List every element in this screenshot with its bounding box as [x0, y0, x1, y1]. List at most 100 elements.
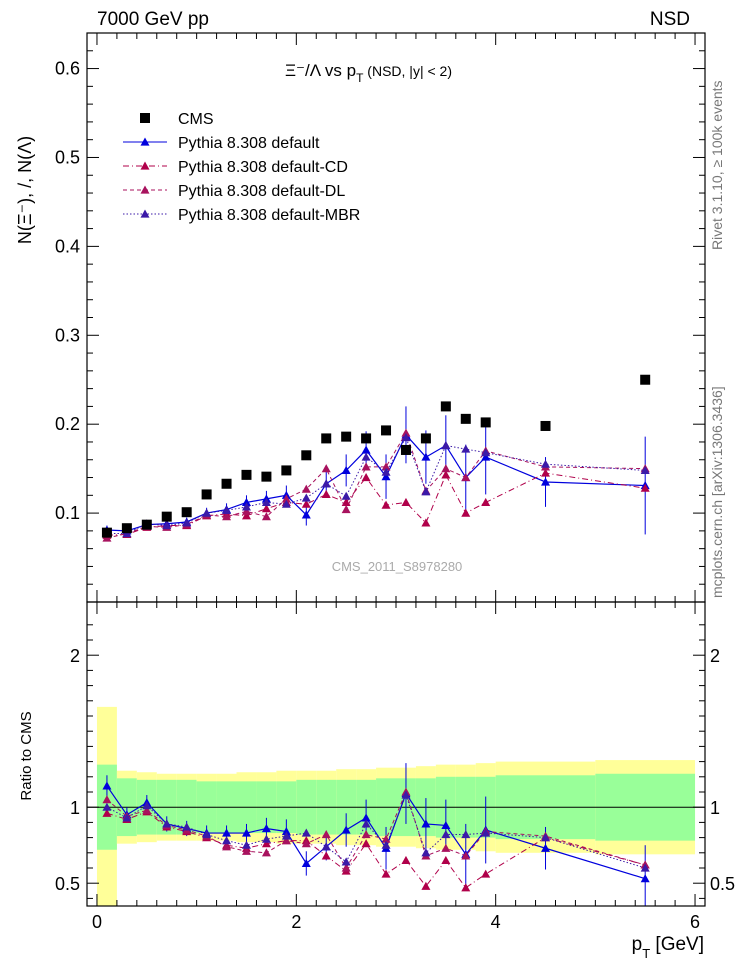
ratio-default-point — [241, 828, 251, 837]
title-subscript: T — [356, 71, 364, 85]
mcplots-label: mcplots.cern.ch [arXiv:1306.3436] — [709, 386, 725, 598]
legend-label-mbr: Pythia 8.308 default-MBR — [178, 207, 360, 224]
header-left-text: 7000 GeV pp — [97, 9, 209, 30]
main-dl-point — [241, 506, 251, 515]
main-dl-point — [361, 462, 371, 471]
main-dl-point — [341, 505, 351, 514]
x-axis-label: pT [GeV] — [632, 934, 704, 961]
ratio-mbr-point — [122, 813, 132, 822]
x-tick-label: 0 — [92, 912, 102, 932]
main-cms-point — [301, 450, 312, 461]
ratio-y-axis-label: Ratio to CMS — [18, 711, 35, 800]
main-cd-point — [461, 508, 471, 517]
ratio-mbr-point — [381, 840, 391, 849]
header-right-text: NSD — [650, 9, 690, 30]
main-mbr-line — [106, 436, 646, 535]
ratio-default-point — [541, 843, 551, 852]
main-y-tick-label: 0.6 — [55, 59, 80, 79]
main-cms-point — [540, 420, 551, 431]
ratio-cd-point — [461, 883, 471, 892]
main-default-point — [361, 445, 371, 454]
main-default-point — [541, 477, 551, 486]
main-cms-point — [341, 431, 352, 442]
ratio-dl-point — [241, 846, 251, 855]
main-cms-point — [121, 523, 132, 534]
main-cd-point — [441, 470, 451, 479]
main-default-point — [381, 472, 391, 481]
ratio-mbr-point — [321, 842, 331, 851]
ratio-y-tick-label-left: 2 — [70, 646, 80, 666]
main-mbr-point — [421, 487, 431, 496]
legend-marker-cms — [140, 113, 150, 123]
analysis-watermark: CMS_2011_S8978280 — [332, 559, 463, 574]
ratio-cd-point — [261, 839, 271, 848]
legend-marker-dl — [140, 185, 150, 194]
main-mbr-point — [640, 465, 650, 475]
ratio-default-point — [222, 828, 232, 837]
ratio-mbr-point — [281, 831, 291, 840]
x-label-main: p — [632, 934, 643, 955]
main-mbr-point — [381, 467, 391, 476]
main-mbr-point — [202, 508, 212, 517]
ratio-cd-line — [106, 811, 646, 889]
main-dl-line — [106, 431, 646, 539]
main-mbr-point — [241, 502, 251, 511]
ratio-dl-point — [142, 805, 152, 814]
ratio-mbr-point — [102, 802, 112, 811]
main-cd-point — [321, 489, 331, 499]
legend-label-cms: CMS — [178, 111, 214, 128]
main-cms-point — [321, 433, 332, 444]
main-default-point — [301, 510, 311, 519]
ratio-mbr-point — [162, 819, 172, 828]
ratio-mbr-point — [541, 833, 551, 842]
ratio-cd-point — [441, 855, 451, 864]
main-cd-point — [481, 497, 491, 507]
main-cms-point — [201, 489, 212, 500]
ratio-default-point — [421, 819, 431, 828]
main-default-point — [241, 497, 251, 507]
ratio-default-point — [361, 813, 371, 822]
ratio-dl-point — [321, 830, 331, 839]
ratio-default-point — [102, 781, 112, 790]
ratio-mbr-point — [202, 830, 212, 839]
main-mbr-point — [261, 497, 271, 507]
main-default-point — [421, 452, 431, 461]
ratio-dl-point — [102, 795, 112, 804]
main-mbr-point — [461, 444, 471, 453]
rivet-version-label: Rivet 3.1.10, ≥ 100k events — [709, 80, 725, 250]
main-mbr-point — [401, 433, 411, 442]
main-mbr-point — [481, 448, 491, 457]
x-tick-label: 2 — [291, 912, 301, 932]
main-mbr-point — [182, 518, 192, 527]
ratio-y-tick-label-right: 2 — [710, 646, 720, 666]
ratio-y-tick-label-right: 0.5 — [710, 874, 735, 894]
ratio-y-tick-label-right: 1 — [710, 798, 720, 818]
x-label-tail: [GeV] — [650, 934, 704, 955]
main-cms-point — [420, 433, 431, 444]
ratio-dl-point — [261, 848, 271, 857]
legend-label-default: Pythia 8.308 default — [178, 135, 320, 152]
ratio-mbr-point — [361, 819, 371, 828]
main-dl-point — [461, 473, 471, 482]
ratio-dl-point — [281, 836, 291, 845]
ratio-default-line — [106, 785, 646, 880]
ratio-mbr-point — [182, 822, 192, 831]
ratio-mbr-point — [261, 834, 271, 843]
main-cms-point — [241, 469, 252, 480]
legend-marker-cd — [140, 161, 150, 170]
main-y-tick-label: 0.3 — [55, 325, 80, 345]
ratio-mbr-point — [222, 836, 232, 845]
ratio-dl-point — [301, 839, 311, 848]
ratio-mbr-line — [106, 793, 646, 869]
main-mbr-point — [222, 505, 232, 515]
main-cms-point — [460, 413, 471, 424]
main-dl-point — [222, 512, 232, 521]
main-cd-point — [421, 518, 431, 527]
main-cd-point — [541, 468, 551, 477]
main-cms-point — [141, 519, 152, 530]
main-cd-point — [301, 499, 311, 508]
main-cd-point — [381, 500, 391, 509]
x-label-subscript: T — [642, 946, 650, 961]
title-main-part: Ξ⁻/Λ vs p — [285, 61, 356, 80]
